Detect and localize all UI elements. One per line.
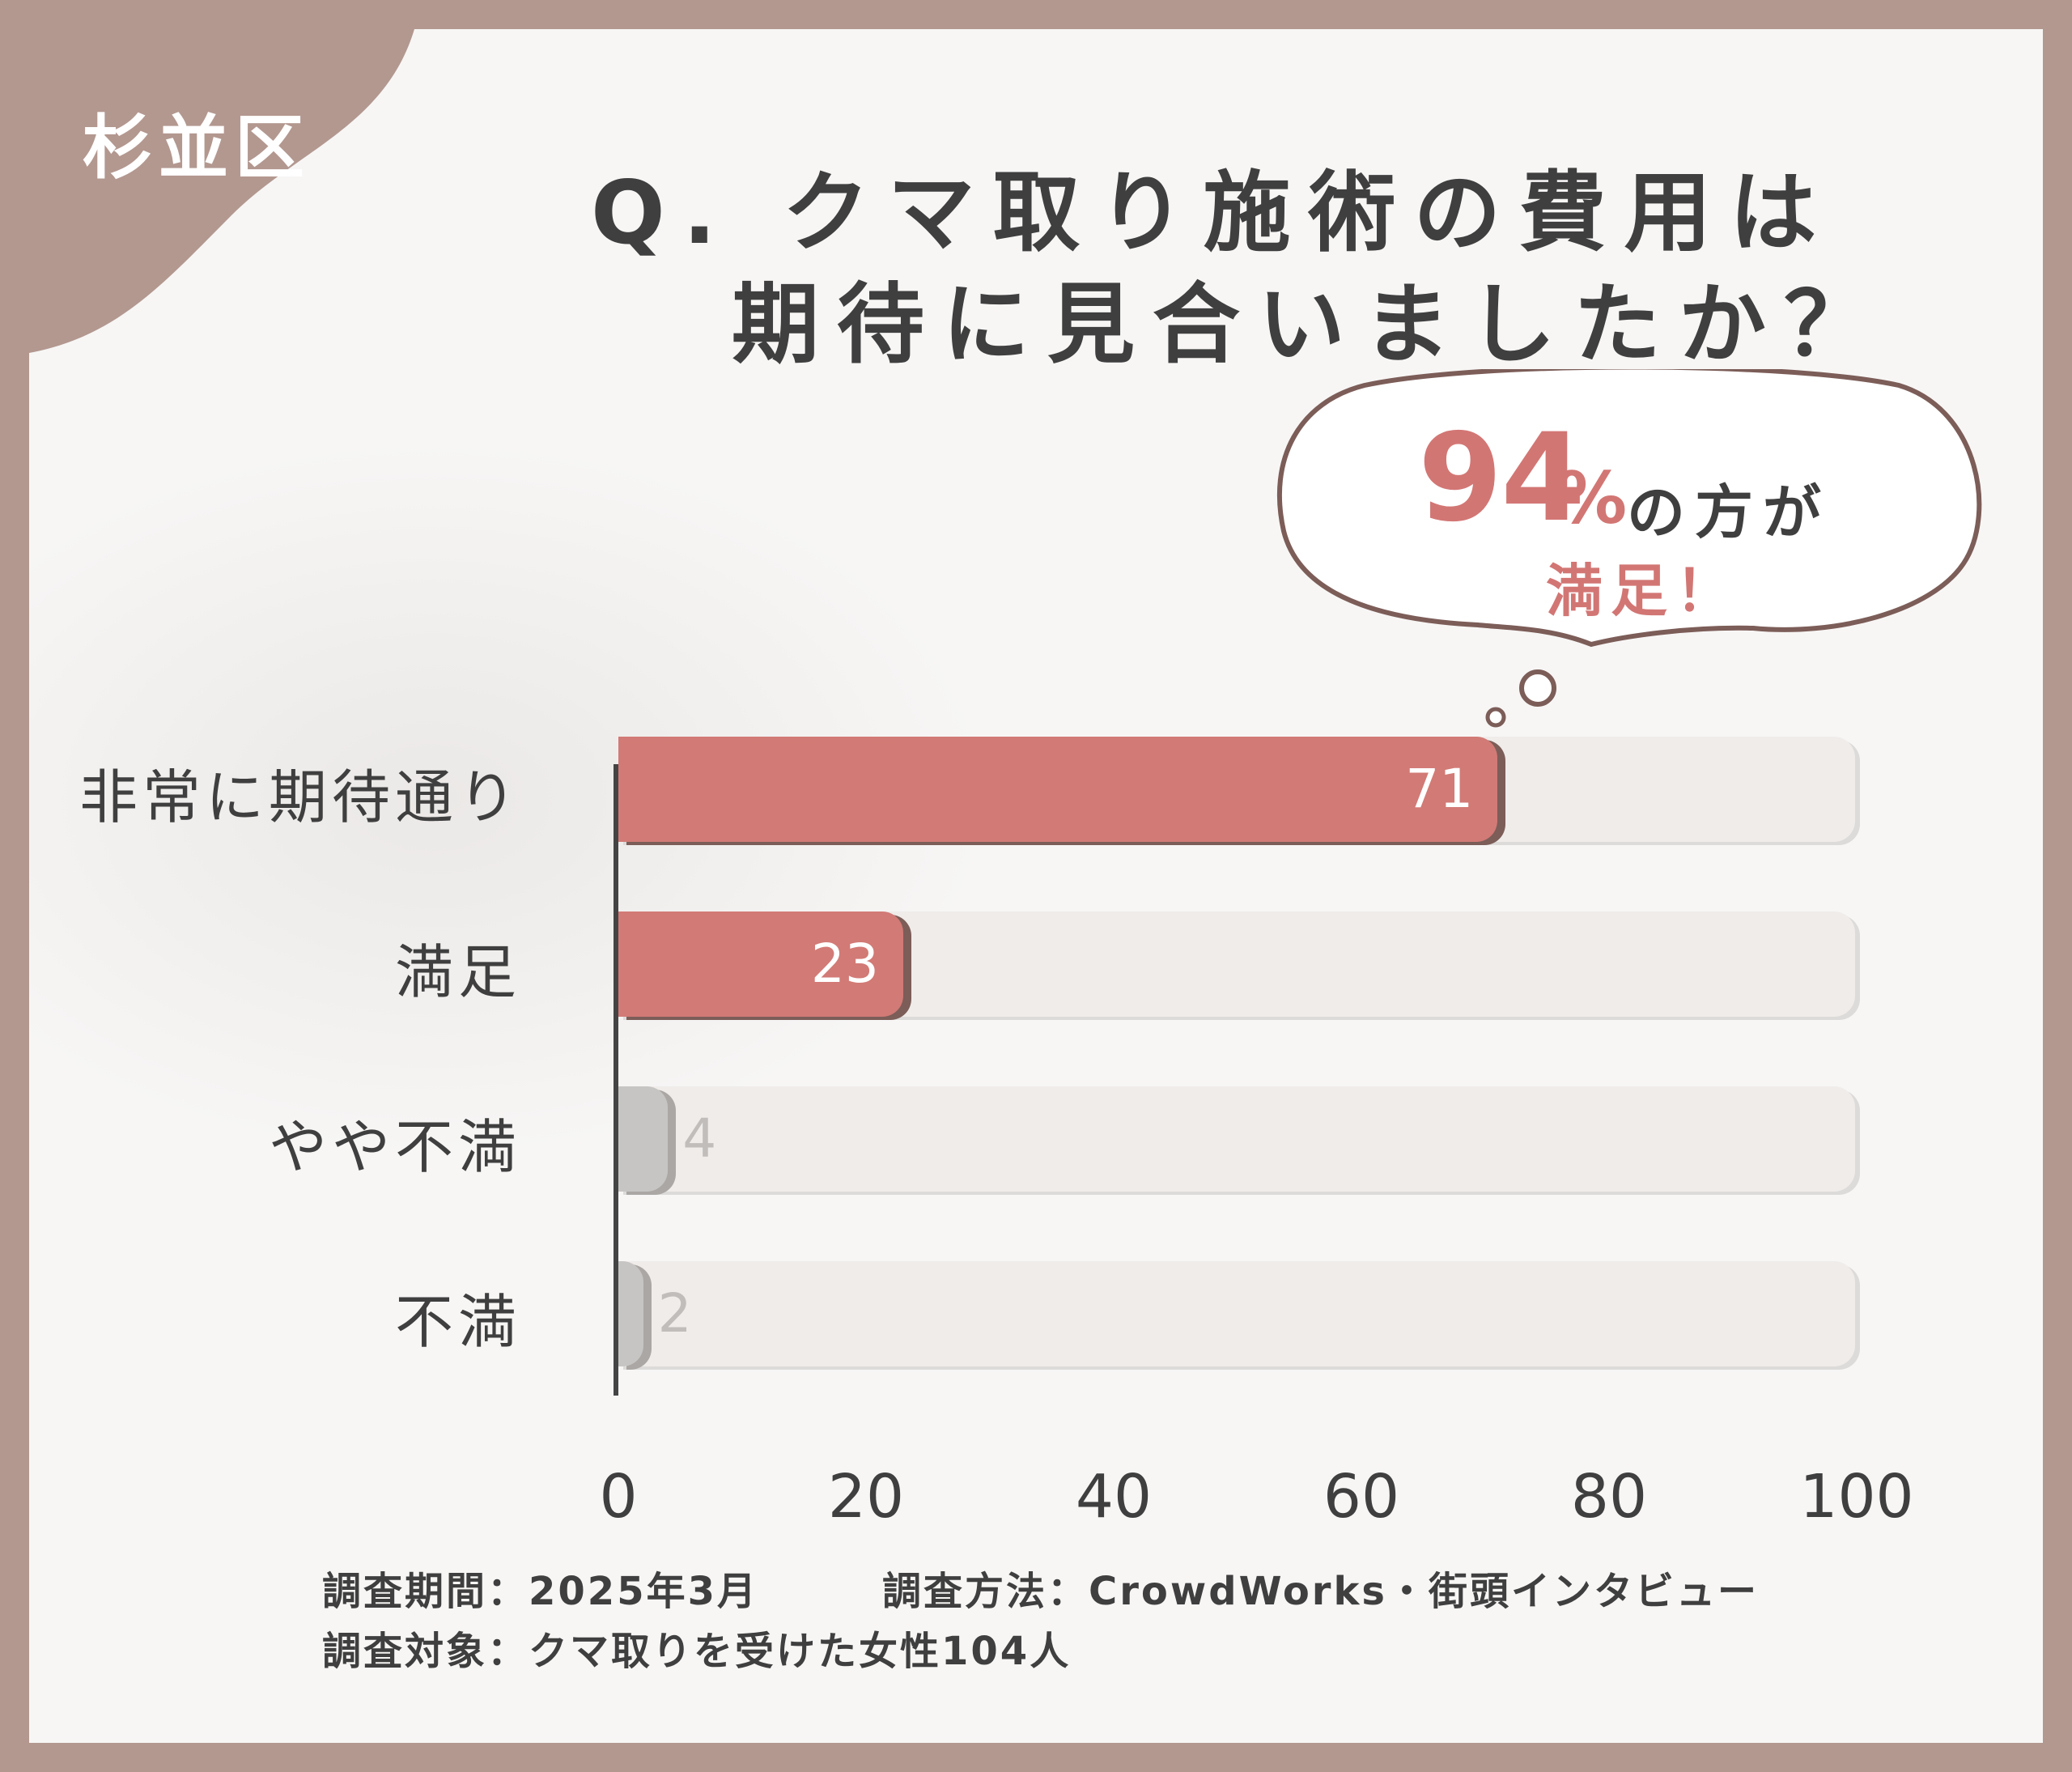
category-label: 不満 [394,1288,521,1356]
survey-target: 調査対象：クマ取りを受けた女性104人 [322,1629,1072,1674]
callout-percent-unit: % [1556,457,1628,540]
x-tick-label: 100 [1799,1462,1914,1532]
x-tick-label: 0 [599,1462,638,1532]
chart-title-line2: 期待に見合いましたか？ [732,274,1890,376]
y-axis-line [614,764,618,1396]
x-tick-label: 20 [827,1462,905,1532]
chart-title-line1: Q. クマ取り施術の費用は [591,163,1835,264]
bar-track [618,1086,1855,1192]
callout-satisfied: 満足！ [1546,558,1740,624]
x-tick-label: 40 [1075,1462,1153,1532]
callout-percent: 94 [1418,408,1586,549]
survey-method: 調査方法：CrowdWorks・街頭インタビュー [882,1569,1759,1614]
category-label: 非常に期待通り [79,763,521,831]
data-label: 71 [1405,758,1474,820]
bar-2 [618,1086,669,1192]
data-label: 23 [810,933,879,995]
area-label: 杉並区 [83,108,311,189]
bar-0 [618,737,1498,842]
x-tick-label: 60 [1323,1462,1400,1532]
category-label: やや不満 [268,1113,521,1181]
data-label: 2 [657,1282,692,1345]
bar-1 [618,911,903,1017]
corner-ribbon [29,29,414,353]
speech-bubble [1276,369,1982,728]
bar-track [618,1261,1855,1366]
category-label: 満足 [394,938,521,1006]
survey-period: 調査期間：2025年3月 [322,1569,758,1614]
callout-tail: の方が [1627,478,1832,546]
infographic-card: 杉並区 Q. クマ取り施術の費用は 期待に見合いましたか？ 94 % の方が 満… [29,29,2043,1743]
data-label: 4 [682,1107,717,1170]
bar-3 [618,1261,643,1366]
x-tick-label: 80 [1570,1462,1648,1532]
